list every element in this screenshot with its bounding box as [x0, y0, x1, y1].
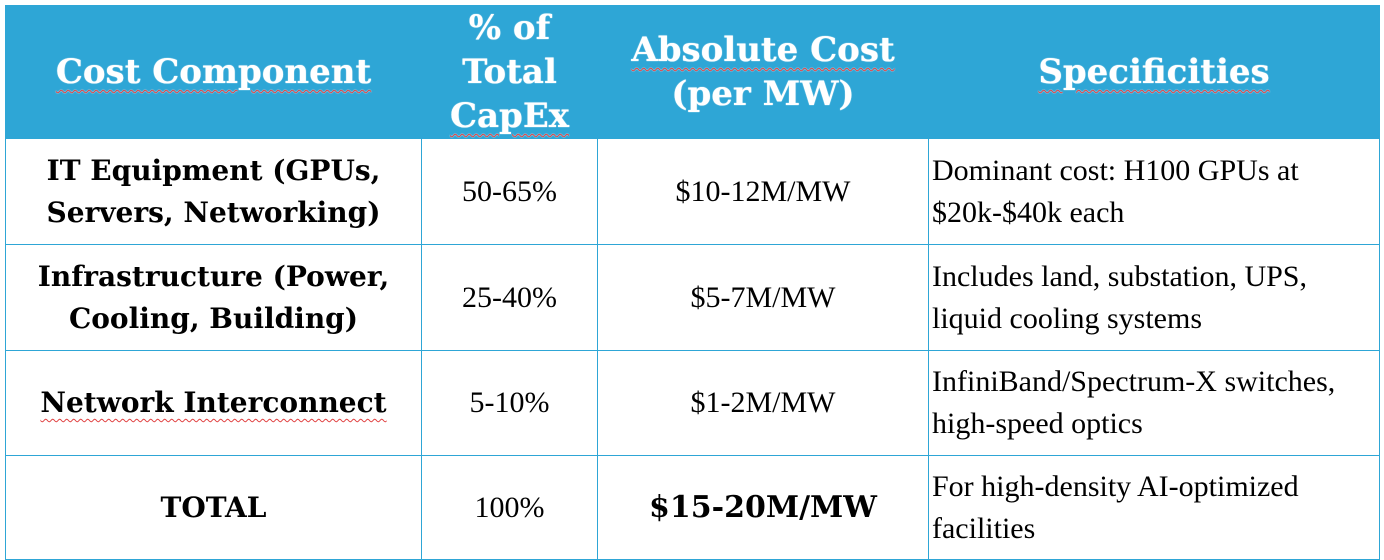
component-line1: IT Equipment (GPUs, [46, 153, 381, 187]
table-row: Infrastructure (Power, Cooling, Building… [5, 244, 1380, 351]
cell-percent: 5-10% [421, 350, 598, 456]
cell-absolute-cost: $5-7M/MW [597, 244, 929, 351]
header-spec-label: Specificities [1038, 52, 1270, 92]
component-line1: TOTAL [160, 490, 267, 524]
header-pct-line2: CapEx [449, 96, 570, 136]
cell-specificities-total: For high-density AI-optimized facilities [928, 455, 1380, 560]
header-percent-capex: % of Total CapEx [421, 5, 598, 139]
component-line2: Servers, Networking) [46, 195, 381, 229]
spec-line2: $20k-$40k each [932, 195, 1125, 229]
cell-percent: 50-65% [421, 138, 598, 245]
table-row: IT Equipment (GPUs, Servers, Networking)… [5, 138, 1380, 245]
header-absolute-cost: Absolute Cost (per MW) [597, 5, 929, 139]
cell-component: Infrastructure (Power, Cooling, Building… [5, 244, 422, 351]
component-line1: Network Interconnect [40, 386, 387, 419]
header-component-label: Cost Component [55, 52, 372, 92]
cell-absolute-cost: $1-2M/MW [597, 350, 929, 456]
cost-table: Cost Component % of Total CapEx Absolute… [5, 5, 1380, 560]
cell-component: Network Interconnect [5, 350, 422, 456]
component-line1: Infrastructure (Power, [37, 259, 390, 293]
spec-line1: Includes land, substation, UPS, [932, 259, 1307, 293]
cell-component-total: TOTAL [5, 455, 422, 560]
cell-component: IT Equipment (GPUs, Servers, Networking) [5, 138, 422, 245]
cell-absolute-cost: $10-12M/MW [597, 138, 929, 245]
cell-specificities: InfiniBand/Spectrum-X switches, high-spe… [928, 350, 1380, 456]
spec-line1: For high-density AI-optimized [932, 469, 1299, 503]
cell-specificities: Dominant cost: H100 GPUs at $20k-$40k ea… [928, 138, 1380, 245]
spec-line2: high-speed optics [932, 407, 1143, 440]
cell-absolute-cost-total: $15-20M/MW [597, 455, 929, 560]
cell-percent: 25-40% [421, 244, 598, 351]
cell-specificities: Includes land, substation, UPS, liquid c… [928, 244, 1380, 351]
table-row-total: TOTAL 100% $15-20M/MW For high-density A… [5, 455, 1380, 560]
header-row: Cost Component % of Total CapEx Absolute… [5, 5, 1380, 139]
spec-line1: InfiniBand/Spectrum-X switches, [932, 365, 1336, 398]
header-pct-line1: % of Total [462, 8, 557, 92]
header-cost-component: Cost Component [5, 5, 422, 139]
cell-percent-total: 100% [421, 455, 598, 560]
table-row: Network Interconnect 5-10% $1-2M/MW Infi… [5, 350, 1380, 456]
component-line2: Cooling, Building) [68, 301, 359, 335]
spec-line2: facilities [932, 511, 1036, 545]
header-specificities: Specificities [928, 5, 1380, 139]
header-abs-line2: (per MW) [671, 74, 855, 114]
header-abs-line1: Absolute Cost [631, 30, 895, 70]
spec-line2: liquid cooling systems [932, 301, 1202, 335]
spec-line1: Dominant cost: H100 GPUs at [932, 153, 1299, 187]
